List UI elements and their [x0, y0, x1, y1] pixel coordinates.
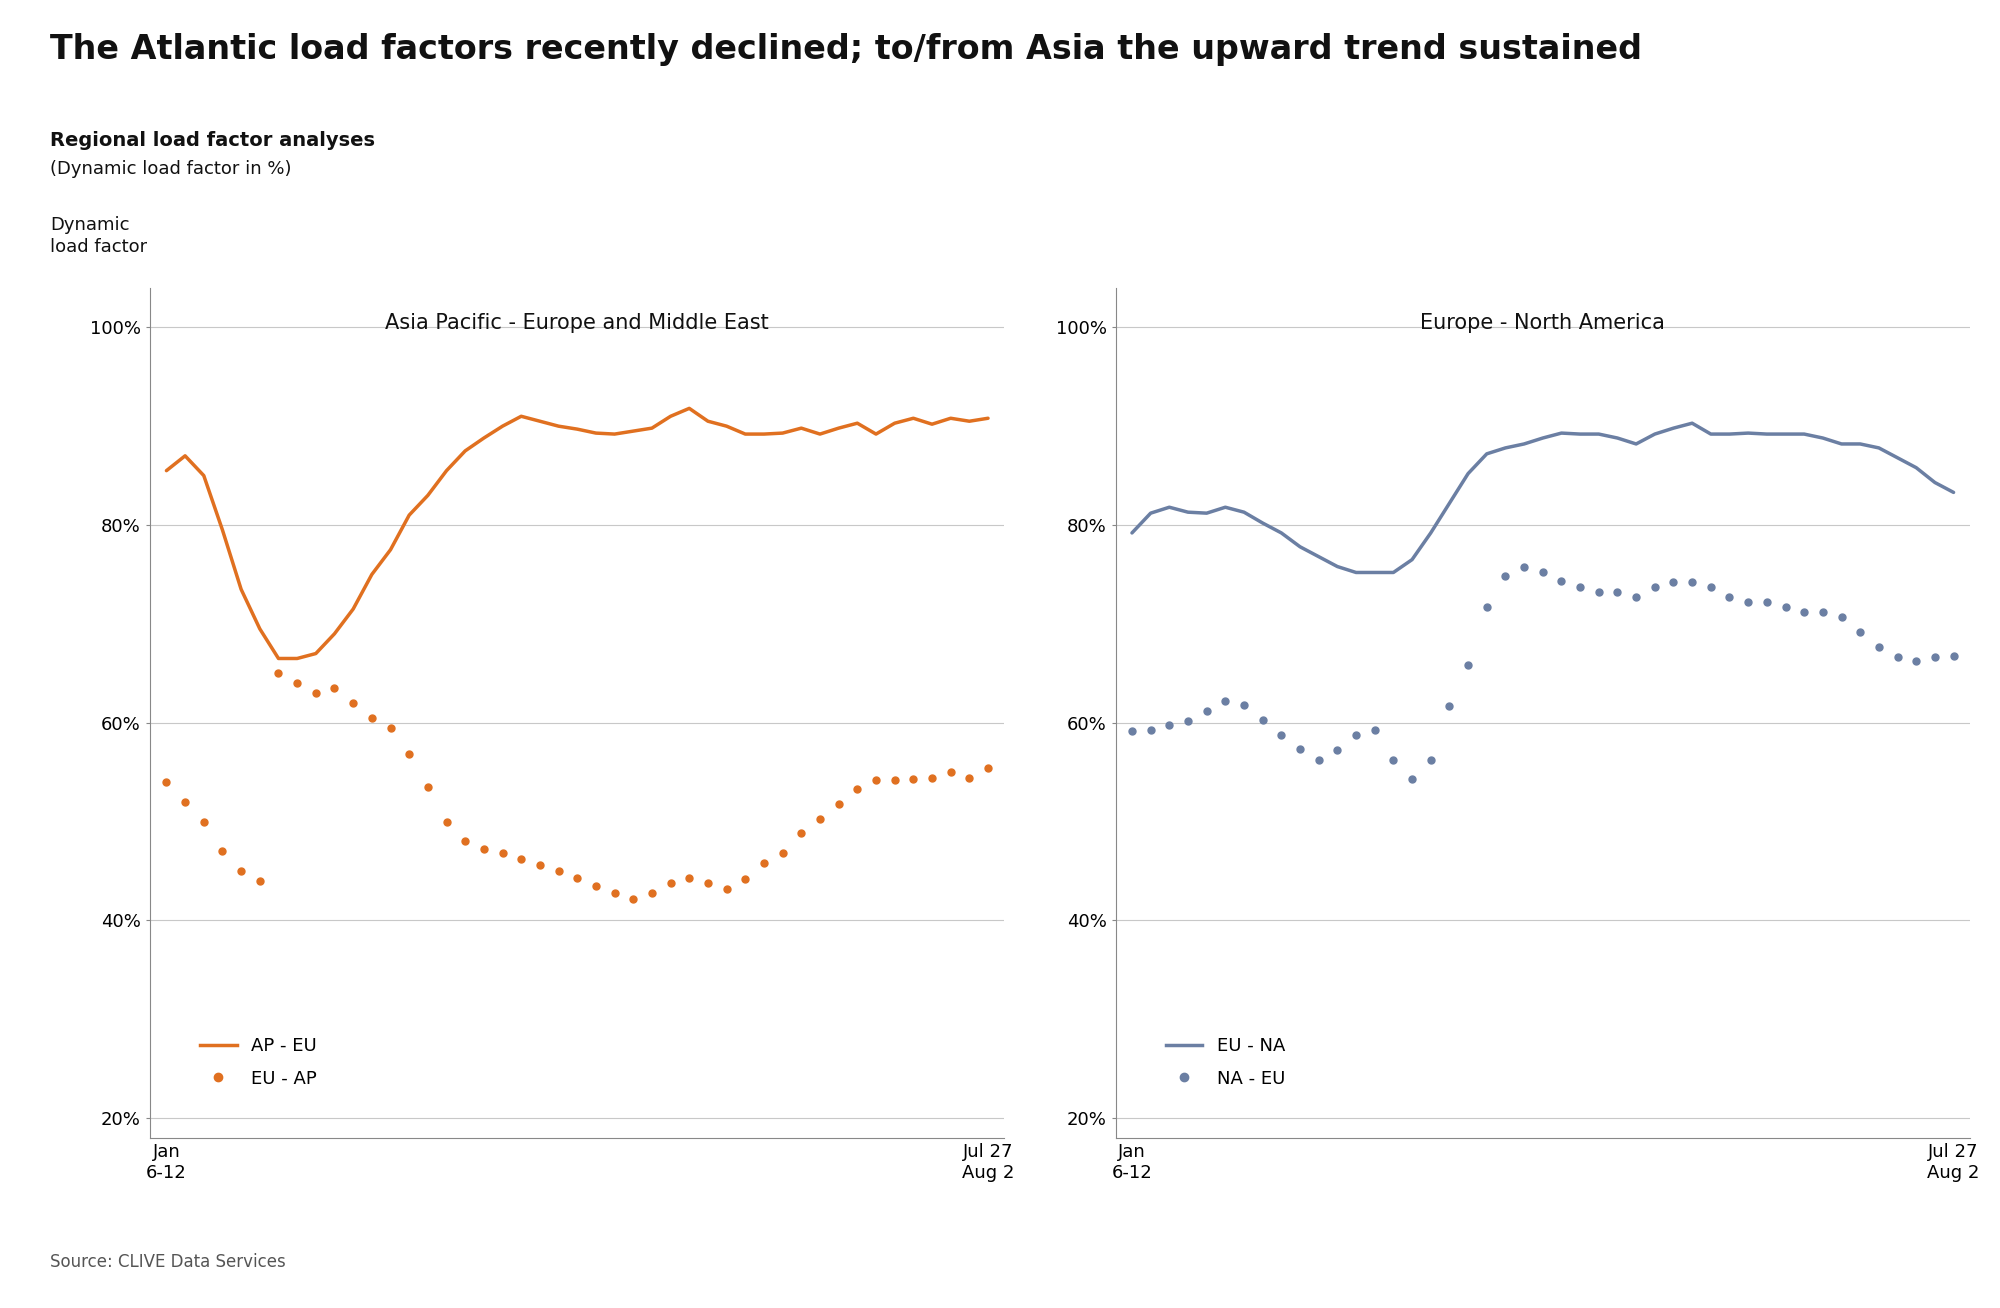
Legend: AP - EU, EU - AP: AP - EU, EU - AP: [194, 1029, 324, 1095]
Text: Europe - North America: Europe - North America: [1420, 313, 1666, 334]
Text: Dynamic
load factor: Dynamic load factor: [50, 216, 148, 256]
Text: The Atlantic load factors recently declined; to/from Asia the upward trend susta: The Atlantic load factors recently decli…: [50, 33, 1642, 65]
Text: (Dynamic load factor in %): (Dynamic load factor in %): [50, 160, 292, 178]
Text: Asia Pacific - Europe and Middle East: Asia Pacific - Europe and Middle East: [386, 313, 770, 334]
Text: Source: CLIVE Data Services: Source: CLIVE Data Services: [50, 1253, 286, 1271]
Legend: EU - NA, NA - EU: EU - NA, NA - EU: [1158, 1029, 1292, 1095]
Text: Regional load factor analyses: Regional load factor analyses: [50, 131, 376, 150]
